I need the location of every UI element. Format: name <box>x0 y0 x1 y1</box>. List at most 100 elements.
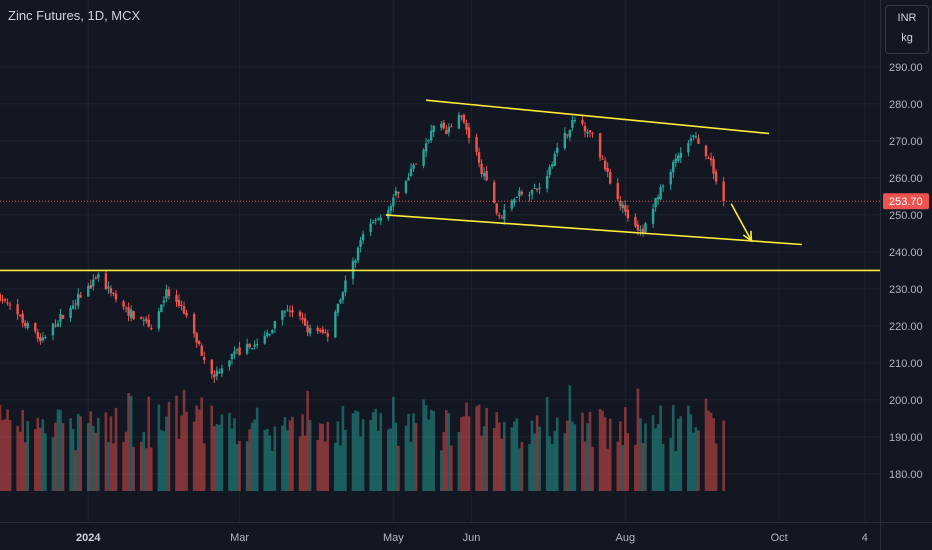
candle-body <box>26 323 29 329</box>
candle-body <box>687 143 690 153</box>
volume-bar <box>195 405 198 491</box>
candle-body <box>167 289 171 297</box>
volume-bar <box>497 422 501 491</box>
candle-body <box>422 149 425 166</box>
volume-bar <box>61 423 65 491</box>
volume-bar <box>616 441 620 491</box>
volume-bar <box>253 419 256 491</box>
volume-bar <box>192 421 196 491</box>
candle-body <box>87 285 90 297</box>
candle-body <box>94 277 98 279</box>
volume-bar <box>676 418 680 491</box>
candle-body <box>303 318 307 326</box>
candle-body <box>104 273 108 290</box>
candle-body <box>412 164 415 169</box>
volume-bar <box>722 420 725 491</box>
volume-bar <box>16 425 19 491</box>
candle-body <box>427 140 430 142</box>
candle-body <box>432 125 435 132</box>
down-arrow-annotation[interactable] <box>730 203 753 243</box>
weight-unit-label[interactable]: kg <box>901 32 913 44</box>
candle-body <box>203 357 206 361</box>
candle-body <box>409 168 413 177</box>
candle-body <box>465 122 468 130</box>
volume-bar <box>228 412 231 491</box>
candle-body <box>220 368 224 374</box>
volume-bar <box>495 412 499 491</box>
volume-bar <box>369 420 372 491</box>
volume-bar <box>323 441 327 491</box>
volume-bar <box>535 415 539 491</box>
volume-bar <box>200 397 204 491</box>
candle-body <box>397 191 400 194</box>
volume-bar <box>624 407 627 491</box>
candle-body <box>407 177 410 181</box>
volume-bars <box>0 385 725 491</box>
candle-body <box>619 201 622 207</box>
candle-body <box>689 138 693 142</box>
candle-body <box>263 335 266 344</box>
arrow-shaft <box>730 203 753 242</box>
candle-body <box>306 325 309 333</box>
volume-bar <box>513 421 516 491</box>
volume-bar <box>654 428 657 491</box>
candle-body <box>712 159 715 174</box>
volume-bar <box>661 443 665 491</box>
candle-body <box>568 129 572 138</box>
volume-bar <box>697 430 700 491</box>
candle-body <box>235 349 239 351</box>
candle-body <box>639 229 642 232</box>
candle-body <box>583 125 587 132</box>
trendline-upper[interactable] <box>426 99 770 135</box>
candle-body <box>457 114 461 129</box>
currency-label[interactable]: INR <box>897 12 917 24</box>
volume-bar <box>518 448 521 491</box>
volume-bar <box>427 419 430 491</box>
candle-body <box>707 158 710 160</box>
candle-body <box>24 322 27 327</box>
y-tick-label: 280.00 <box>889 99 923 111</box>
volume-bar <box>480 435 483 491</box>
volume-bar <box>162 431 166 491</box>
candle-body <box>213 374 216 378</box>
candle-body <box>424 143 428 152</box>
candle-body <box>674 158 677 163</box>
trendlines[interactable] <box>0 99 880 272</box>
price-axis[interactable]: 290.00 280.00 270.00 260.00 250.00 240.00 230.… <box>889 62 923 481</box>
unit-selector[interactable]: INR kg <box>885 5 929 54</box>
volume-bar <box>515 418 519 491</box>
candle-body <box>528 194 531 196</box>
volume-bar <box>255 407 259 491</box>
time-axis[interactable]: 2024 Mar May Jun Aug Oct 4 <box>76 532 868 544</box>
candle-body <box>656 196 660 200</box>
volume-bar <box>533 433 536 491</box>
volume-bar <box>538 426 541 491</box>
volume-bar <box>3 419 7 491</box>
volume-bar <box>424 405 428 491</box>
candle-body <box>54 325 57 327</box>
volume-bar <box>492 428 496 491</box>
trendline-lower[interactable] <box>385 214 802 246</box>
volume-bar <box>528 444 531 491</box>
volume-bar <box>308 420 312 491</box>
candle-body <box>462 114 466 123</box>
volume-bar <box>149 447 153 491</box>
candle-body <box>308 327 312 334</box>
candle-body <box>127 307 130 316</box>
candle-body <box>609 171 612 184</box>
volume-bar <box>462 416 466 491</box>
volume-bar <box>450 445 453 491</box>
volume-bar <box>268 435 272 491</box>
volume-bar <box>235 444 239 491</box>
candle-body <box>255 344 259 346</box>
volume-bar <box>502 421 506 491</box>
candle-body <box>377 218 380 220</box>
candle-body <box>6 302 9 304</box>
volume-bar <box>414 423 418 491</box>
volume-bar <box>74 450 77 491</box>
volume-bar <box>97 417 100 491</box>
candle-body <box>109 288 113 293</box>
candle-body <box>228 360 231 367</box>
candle-body <box>180 305 183 307</box>
